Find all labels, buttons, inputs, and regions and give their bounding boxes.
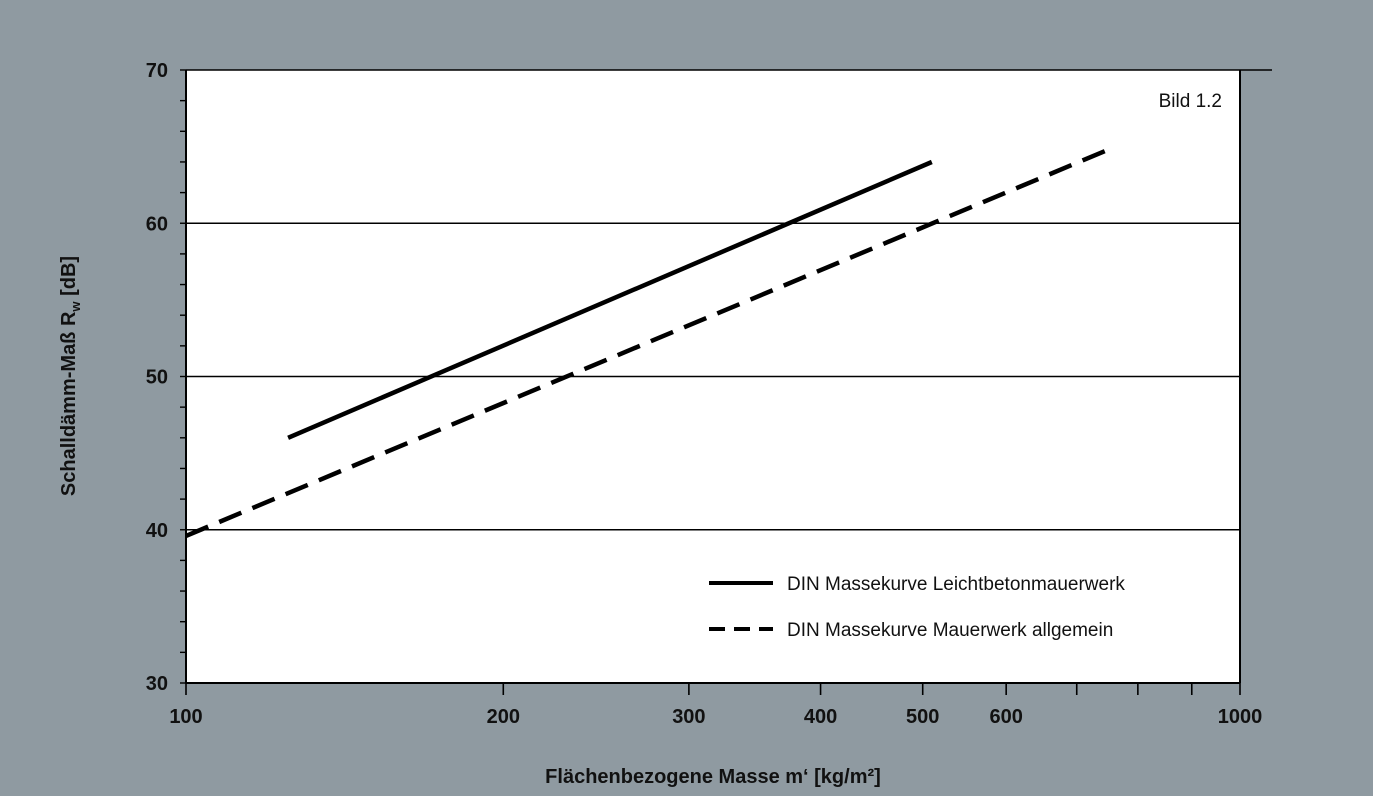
y-tick-label-60: 60 xyxy=(146,213,168,235)
y-tick-label-50: 50 xyxy=(146,367,168,389)
y-tick-label-70: 70 xyxy=(146,60,168,82)
series-line-leichtbetonmauerwerk xyxy=(287,159,933,440)
series-line-mauerwerk-allgemein xyxy=(185,147,1110,538)
legend-label-solid: DIN Massekurve Leichtbetonmauerwerk xyxy=(787,574,1125,595)
legend: DIN Massekurve Leichtbetonmauerwerk DIN … xyxy=(709,574,1125,641)
x-tick-label-1000: 1000 xyxy=(1218,706,1263,728)
x-tick-label-400: 400 xyxy=(804,706,837,728)
legend-label-dashed: DIN Massekurve Mauerwerk allgemein xyxy=(787,620,1113,641)
series-layer xyxy=(185,147,1110,538)
x-tick-label-200: 200 xyxy=(487,706,520,728)
grid-lines xyxy=(186,69,1272,531)
tick-labels: 30 40 50 60 70 100 200 300 400 500 600 1000 xyxy=(146,60,1263,728)
x-tick-label-100: 100 xyxy=(169,706,202,728)
x-tick-label-300: 300 xyxy=(672,706,705,728)
y-axis-title-main: Schalldämm-Maß R xyxy=(58,311,80,496)
y-tick-label-30: 30 xyxy=(146,673,168,695)
figure-label: Bild 1.2 xyxy=(1159,91,1222,112)
x-axis-title: Flächenbezogene Masse m‘ [kg/m²] xyxy=(545,766,881,788)
x-tick-label-600: 600 xyxy=(989,706,1022,728)
y-tick-label-40: 40 xyxy=(146,520,168,542)
x-tick-label-500: 500 xyxy=(906,706,939,728)
axes xyxy=(180,69,1241,695)
y-axis-title-unit: [dB] xyxy=(58,256,80,302)
y-axis-title: Schalldämm-Maß Rw [dB] xyxy=(58,256,83,496)
y-axis-title-subscript: w xyxy=(68,301,83,313)
